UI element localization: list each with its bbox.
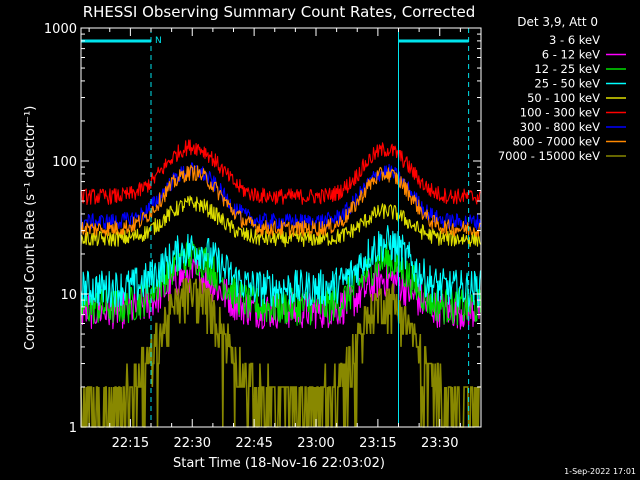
legend-label-2: 12 - 25 keV [534, 62, 600, 76]
series-line-3 [80, 225, 482, 308]
series-line-7 [80, 164, 481, 238]
legend-label-3: 25 - 50 keV [534, 77, 600, 91]
series-line-8 [80, 277, 481, 428]
legend-label-5: 100 - 300 keV [520, 106, 600, 120]
orbit-flag-label-0: N [155, 36, 162, 46]
y-axis-label: Corrected Count Rate (s⁻¹ detector⁻¹) [23, 106, 38, 351]
y-tick-label-0: 1 [69, 421, 77, 436]
x-tick-label-4: 23:15 [359, 436, 396, 451]
legend-label-7: 800 - 7000 keV [512, 135, 600, 149]
legend-title: Det 3,9, Att 0 [517, 15, 598, 29]
legend-label-0: 3 - 6 keV [549, 33, 600, 47]
y-tick-label-1: 10 [60, 288, 77, 303]
footer-date: 1-Sep-2022 17:01 [564, 467, 636, 476]
plot-frame [80, 27, 482, 428]
x-tick-label-2: 22:45 [235, 436, 272, 451]
y-tick-label-3: 1000 [44, 22, 77, 37]
series-layer [80, 139, 482, 428]
legend-label-1: 6 - 12 keV [542, 48, 600, 62]
y-tick-label-2: 100 [52, 155, 77, 170]
x-tick-label-5: 23:30 [421, 436, 458, 451]
x-tick-label-1: 22:30 [174, 436, 211, 451]
x-tick-label-0: 22:15 [112, 436, 149, 451]
x-tick-label-3: 23:00 [297, 436, 334, 451]
x-axis-label: Start Time (18-Nov-16 22:03:02) [173, 456, 385, 471]
legend-label-4: 50 - 100 keV [527, 91, 600, 105]
axis-layer: 1 10 100 1000 22:15 22:30 22:45 23:00 23:15 23:30 [44, 22, 481, 451]
series-line-4 [80, 195, 482, 248]
legend-label-6: 300 - 800 keV [520, 120, 600, 134]
series-line-5 [80, 139, 481, 206]
chart-title: RHESSI Observing Summary Count Rates, Co… [83, 3, 476, 21]
legend-label-8: 7000 - 15000 keV [498, 149, 600, 163]
